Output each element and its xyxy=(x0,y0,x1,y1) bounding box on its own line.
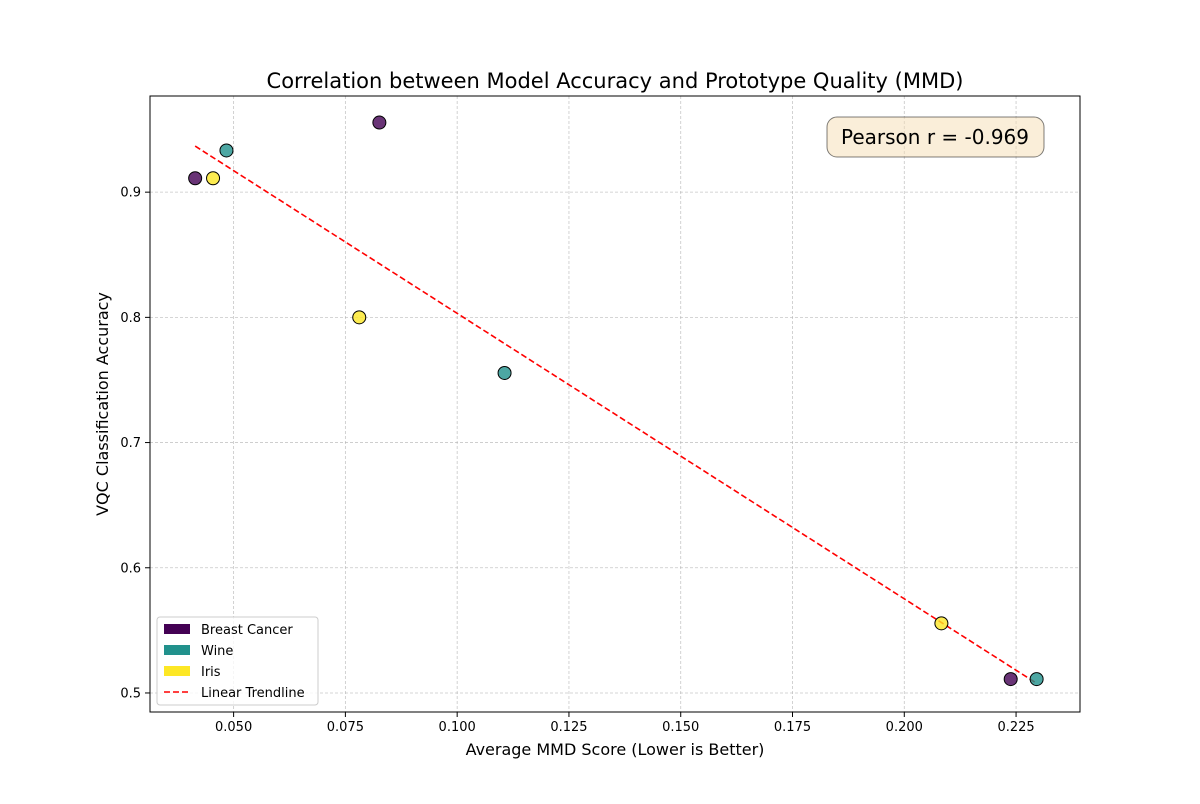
ticks-layer: 0.050 0.075 0.100 0.125 0.150 0.175 0.200 0.225… xyxy=(120,186,1034,735)
y-tick-label: 0.8 xyxy=(120,311,141,326)
legend-label-trendline: Linear Trendline xyxy=(201,686,305,701)
chart-title: Correlation between Model Accuracy and P… xyxy=(267,69,964,93)
data-point-wine xyxy=(1029,672,1044,687)
y-tick-label: 0.7 xyxy=(120,436,141,451)
y-axis-label: VQC Classification Accuracy xyxy=(93,292,112,516)
x-tick-label: 0.100 xyxy=(439,720,476,735)
trendline xyxy=(194,145,1038,685)
x-tick-label: 0.175 xyxy=(774,720,811,735)
data-point-wine xyxy=(219,143,234,158)
plot-frame xyxy=(149,95,1081,713)
pearson-annotation: Pearson r = -0.969 xyxy=(826,116,1045,158)
data-point-breast-cancer xyxy=(1003,672,1018,687)
x-tick-label: 0.150 xyxy=(662,720,699,735)
data-point-wine xyxy=(497,365,512,380)
legend-items: Breast Cancer Wine Iris Linear Trendline xyxy=(164,623,305,701)
annotation-text: Pearson r = -0.969 xyxy=(841,125,1029,149)
legend-label-breast-cancer: Breast Cancer xyxy=(201,623,293,638)
legend-swatch-wine xyxy=(164,645,190,655)
trendline-layer xyxy=(194,145,1038,685)
x-tick-label: 0.075 xyxy=(327,720,364,735)
data-point-iris xyxy=(352,310,367,325)
legend: Breast Cancer Wine Iris Linear Trendline xyxy=(156,616,319,706)
annotation-background xyxy=(826,116,1045,158)
legend-swatch-iris xyxy=(164,666,190,676)
data-point-iris xyxy=(206,171,221,186)
x-tick-label: 0.200 xyxy=(886,720,923,735)
x-tick-label: 0.225 xyxy=(997,720,1034,735)
legend-swatch-breast-cancer xyxy=(164,624,190,634)
legend-frame xyxy=(156,616,319,706)
y-tick-label: 0.9 xyxy=(120,186,141,201)
x-tick-label: 0.125 xyxy=(550,720,587,735)
data-point-breast-cancer xyxy=(372,115,387,130)
y-tick-label: 0.5 xyxy=(120,686,141,701)
points-layer xyxy=(188,115,1044,687)
legend-label-iris: Iris xyxy=(201,665,221,680)
legend-label-wine: Wine xyxy=(201,644,233,659)
y-tick-label: 0.6 xyxy=(120,561,141,576)
x-tick-label: 0.050 xyxy=(215,720,252,735)
x-axis-label: Average MMD Score (Lower is Better) xyxy=(466,740,765,759)
data-point-breast-cancer xyxy=(188,171,203,186)
data-point-iris xyxy=(934,616,949,631)
